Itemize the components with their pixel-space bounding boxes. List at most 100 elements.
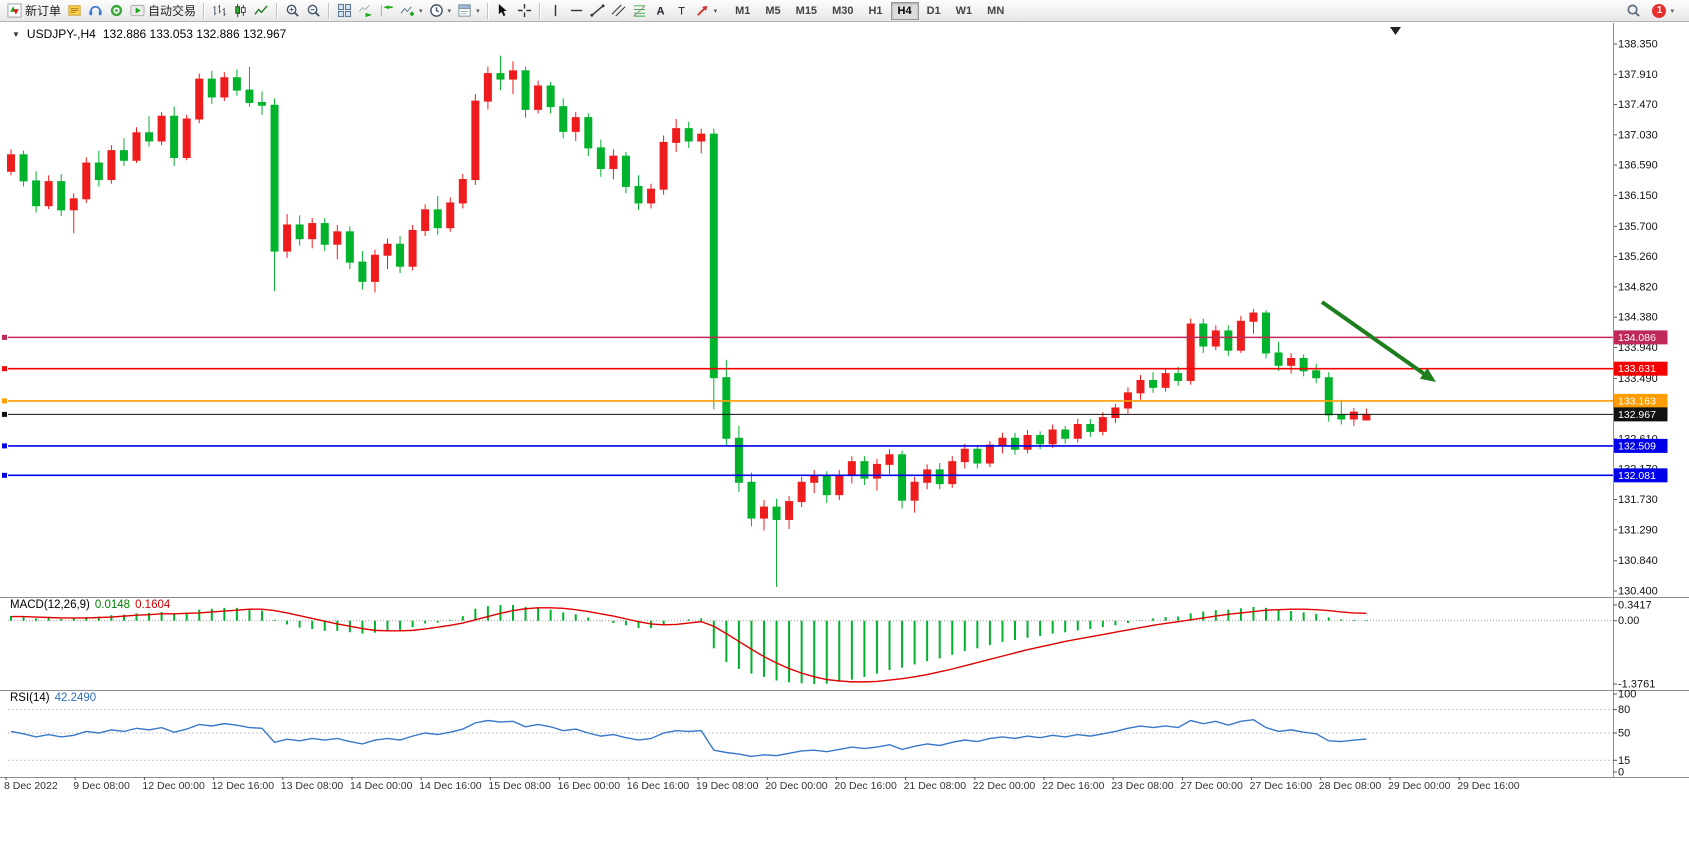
candle (396, 235, 405, 274)
line-handle[interactable] (2, 398, 7, 404)
line-chart-icon (254, 3, 269, 18)
autotrading-button[interactable]: 自动交易 (127, 1, 199, 21)
timeframe-d1[interactable]: D1 (920, 2, 948, 20)
candle (1274, 341, 1283, 371)
candle (1023, 429, 1032, 454)
svg-text:T: T (678, 6, 685, 18)
chart-canvas[interactable]: 138.350 137.910 137.470 137.030 136.590 136.1… (0, 22, 1689, 795)
zoom-out-button[interactable] (303, 1, 324, 21)
candle (609, 149, 618, 180)
svg-text:20 Dec 16:00: 20 Dec 16:00 (834, 780, 897, 792)
svg-text:0: 0 (1618, 767, 1624, 779)
candle (320, 218, 329, 252)
symbol-period-label: USDJPY-,H4 (26, 27, 96, 41)
timeframe-toolbar: M1 M5 M15 M30 H1 H4 D1 W1 MN (728, 1, 1011, 20)
line-handle[interactable] (2, 443, 7, 449)
candle (1061, 425, 1070, 444)
svg-text:136.590: 136.590 (1618, 160, 1658, 172)
label-button[interactable]: T (671, 1, 692, 21)
chevron-down-icon: ▾ (713, 7, 718, 15)
svg-text:16 Dec 16:00: 16 Dec 16:00 (627, 780, 690, 792)
timeframe-h4[interactable]: H4 (890, 1, 919, 20)
candle (333, 224, 342, 260)
zoom-in-button[interactable] (282, 1, 303, 21)
timeframe-m30[interactable]: M30 (825, 2, 860, 20)
svg-text:135.700: 135.700 (1618, 221, 1658, 233)
candle (1299, 354, 1308, 377)
bar-chart-button[interactable] (209, 1, 230, 21)
line-handle[interactable] (2, 334, 7, 340)
price-axis[interactable] (1613, 23, 1689, 777)
trendline-button[interactable] (587, 1, 608, 21)
line-handle[interactable] (2, 366, 7, 372)
text-button[interactable]: A (650, 1, 671, 21)
quick-nav-triangle-icon[interactable]: ▼ (12, 29, 20, 39)
svg-text:12 Dec 00:00: 12 Dec 00:00 (142, 780, 205, 792)
autotrading-button-label: 自动交易 (148, 4, 197, 18)
new-order-button[interactable]: 新订单 (4, 1, 64, 21)
candle (1224, 325, 1233, 356)
svg-text:-1.3761: -1.3761 (1618, 679, 1655, 691)
candle (659, 135, 668, 195)
ohlc-values: 132.886 133.053 132.886 132.967 (102, 27, 287, 41)
community-button[interactable] (106, 1, 127, 21)
candle (1048, 424, 1057, 448)
svg-text:22 Dec 16:00: 22 Dec 16:00 (1042, 780, 1105, 792)
timeframe-m5[interactable]: M5 (758, 2, 787, 20)
svg-text:21 Dec 08:00: 21 Dec 08:00 (904, 780, 967, 792)
bar-chart-icon (212, 3, 227, 18)
chevron-down-icon: ▾ (1670, 7, 1674, 15)
crosshair-button[interactable] (514, 1, 535, 21)
toolbar-right-group: 1 ▾ (1623, 1, 1685, 21)
candle (496, 55, 505, 91)
candle (534, 80, 543, 114)
candle (960, 443, 969, 469)
toolbar-separator (328, 2, 331, 19)
indicators-button[interactable]: ▾ (397, 1, 426, 21)
cursor-button[interactable] (493, 1, 514, 21)
search-button[interactable] (1623, 1, 1644, 21)
alerts-button[interactable] (85, 1, 106, 21)
templates-button[interactable]: ▾ (454, 1, 483, 21)
candle (132, 127, 141, 164)
candle (584, 113, 593, 157)
svg-text:14 Dec 16:00: 14 Dec 16:00 (419, 780, 482, 792)
cursor-icon (496, 3, 511, 18)
timeframe-w1[interactable]: W1 (949, 2, 980, 20)
candle (107, 145, 116, 184)
timeframe-h1[interactable]: H1 (861, 2, 889, 20)
svg-text:29 Dec 00:00: 29 Dec 00:00 (1388, 780, 1451, 792)
tile-windows-button[interactable] (334, 1, 355, 21)
candlestick-chart-button[interactable] (230, 1, 251, 21)
candle (220, 72, 229, 102)
chart-shift-marker-icon[interactable] (1390, 27, 1401, 35)
fibonacci-button[interactable] (629, 1, 650, 21)
autoscroll-button[interactable] (355, 1, 376, 21)
line-handle[interactable] (2, 472, 7, 478)
timeframe-mn[interactable]: MN (980, 2, 1011, 20)
periods-button[interactable]: ▾ (426, 1, 455, 21)
candle (1349, 407, 1358, 426)
chart-shift-button[interactable] (376, 1, 397, 21)
candle (383, 238, 392, 269)
vertical-line-button[interactable] (545, 1, 566, 21)
line-handle[interactable] (2, 411, 7, 417)
arrows-button[interactable]: ▾ (692, 1, 721, 21)
timeframe-m1[interactable]: M1 (728, 2, 757, 20)
new-order-icon (7, 3, 22, 18)
notifications-button[interactable]: 1 ▾ (1649, 1, 1677, 21)
timeframe-m15[interactable]: M15 (789, 2, 824, 20)
arrow-annotation[interactable] (1320, 300, 1436, 382)
candle (458, 174, 467, 209)
channel-button[interactable] (608, 1, 629, 21)
horizontal-lines: 134.086 133.631 133.163 132.967 132.509 132.0… (2, 330, 1668, 483)
line-chart-button[interactable] (251, 1, 272, 21)
time-axis[interactable] (0, 777, 1689, 795)
candle (1098, 412, 1107, 436)
candle (672, 118, 681, 153)
candle (785, 496, 794, 530)
horizontal-line-button[interactable] (566, 1, 587, 21)
candle (985, 441, 994, 468)
metaeditor-button[interactable] (64, 1, 85, 21)
svg-text:132.967: 132.967 (1618, 409, 1656, 421)
